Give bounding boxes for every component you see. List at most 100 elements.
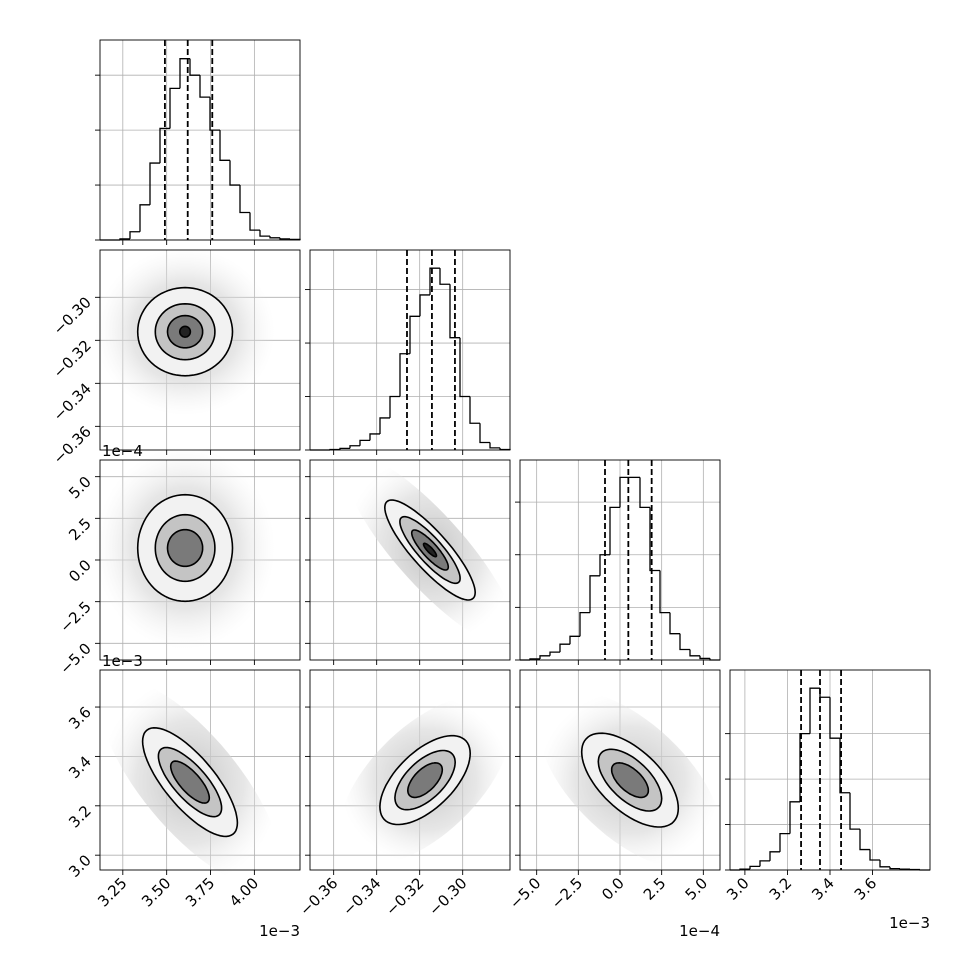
histogram-step [569,635,580,645]
y-tick-label: −0.34 [50,379,95,424]
histogram-step [349,445,360,449]
histogram-step [649,507,660,572]
histogram-step [609,506,620,555]
histogram-step [539,655,550,659]
x-tick-label: −0.36 [296,874,341,919]
histogram-step [419,294,430,317]
x-tick-label: 2.5 [640,874,670,904]
histogram-step [449,284,460,339]
x-tick-label: −0.30 [425,874,470,919]
contour [169,760,211,804]
histogram-step [229,160,240,186]
panel-frame [309,459,511,661]
histogram-step [829,697,840,739]
x-tick-label: −2.5 [548,874,586,912]
panel-frame [99,39,301,241]
x-tick-label: −5.0 [506,874,544,912]
histogram-step [469,396,480,424]
y-tick-label: −0.36 [50,422,95,467]
histogram-step [689,649,700,657]
panel-frame [729,669,931,871]
histogram-step [619,476,630,508]
y-tick-label: −2.5 [56,598,94,636]
histogram-step [439,268,450,285]
histogram-step [249,212,260,231]
histogram-step [409,315,420,354]
panel-frame [519,669,721,871]
x-offset-label: 1e−3 [259,922,300,940]
histogram-step [489,442,500,449]
histogram-step [759,860,770,867]
histogram-step [859,829,870,851]
histogram-step [219,130,230,161]
histogram-step [599,554,610,576]
histogram-step [179,58,190,89]
histogram-step [699,655,710,660]
histogram-step [209,97,220,131]
x-tick-label: 0.0 [598,874,628,904]
histogram-step [849,792,860,830]
contour [179,325,192,338]
histogram-step [889,866,900,870]
histogram-step [459,337,470,398]
y-tick-label: −0.32 [50,336,95,381]
y-tick-label: 3.4 [65,753,95,783]
histogram-step [669,612,680,635]
x-tick-label: 3.2 [766,874,796,904]
histogram-step [429,267,440,295]
histogram-step [159,127,170,164]
x-tick-label: −0.32 [382,874,427,919]
x-tick-label: 3.4 [808,874,838,904]
x-tick-label: 3.0 [723,874,753,904]
histogram-step [139,204,150,232]
histogram-step [809,687,820,734]
y-tick-label: −0.30 [50,293,95,338]
x-offset-label: 1e−4 [679,922,720,940]
contour [422,542,438,558]
histogram-step [369,433,380,441]
histogram-step [189,58,200,76]
contour [610,761,650,799]
y-offset-label: 1e−4 [102,442,143,460]
y-tick-label: 0.0 [65,556,95,586]
histogram-step [199,75,210,98]
x-tick-label: 3.75 [182,874,218,910]
histogram-step [279,237,290,240]
x-tick-label: −0.34 [339,874,384,919]
x-tick-label: 5.0 [682,874,712,904]
x-tick-label: 3.25 [94,874,130,910]
y-tick-label: 3.2 [65,802,95,832]
x-tick-label: 3.50 [138,874,174,910]
x-tick-label: 3.6 [851,874,881,904]
histogram-step [169,87,180,129]
y-tick-label: 5.0 [65,473,95,503]
y-tick-label: 3.0 [65,851,95,881]
y-tick-label: −5.0 [56,639,94,677]
histogram-step [259,230,270,237]
panel-frame [519,459,721,661]
histogram-step [579,611,590,637]
histogram-step [379,417,390,434]
contour [406,761,444,799]
y-tick-label: 2.5 [65,514,95,544]
histogram-step [879,860,890,868]
histogram-step [639,477,650,509]
histogram-step [589,575,600,613]
histogram-step [839,738,850,794]
histogram-step [559,643,570,653]
histogram-step [549,651,560,656]
histogram-step [659,570,670,614]
histogram-step [799,732,810,802]
histogram-step [749,865,760,870]
y-tick-label: 3.6 [65,703,95,733]
histogram-step [479,423,490,444]
histogram-step [819,688,830,698]
histogram-step [269,236,280,239]
histogram-step [129,231,140,239]
histogram-step [399,353,410,397]
histogram-step [789,801,800,834]
contour [166,528,204,568]
histogram-step [149,162,160,205]
y-offset-label: 1e−3 [102,652,143,670]
